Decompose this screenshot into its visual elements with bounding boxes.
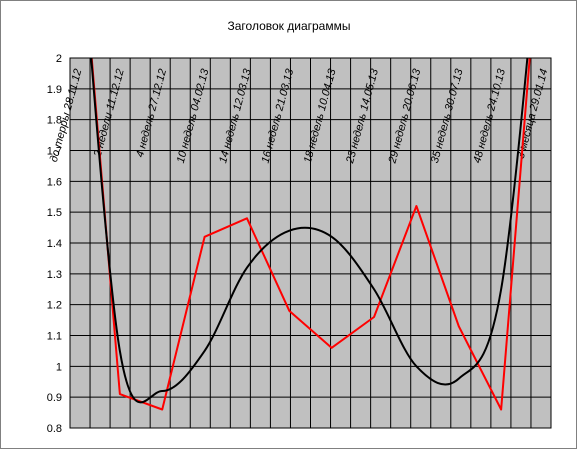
y-tick-label: 1.3 <box>47 269 62 281</box>
y-tick-label: 1.4 <box>47 238 62 250</box>
y-tick-label: 1.7 <box>47 146 62 158</box>
series-lines <box>90 58 531 411</box>
y-tick-label: 2 <box>56 53 62 65</box>
y-axis-tick-labels: 0.8 0.9 1 1.1 1.2 1.3 1.4 1.5 1.6 1.7 1.8 1.9 2 <box>47 53 62 435</box>
chart-title: Заголовок диаграммы <box>228 19 351 33</box>
y-tick-label: 0.8 <box>47 423 62 435</box>
y-tick-label: 1.6 <box>47 176 62 188</box>
plot-border <box>69 57 552 429</box>
y-tick-label: 1.2 <box>47 300 62 312</box>
y-tick-label: 1.8 <box>47 115 62 127</box>
y-tick-label: 1.9 <box>47 84 62 96</box>
grid-lines <box>70 57 551 429</box>
y-tick-label: 1.1 <box>47 331 62 343</box>
y-tick-label: 1.5 <box>47 207 62 219</box>
data-line-series-1 <box>90 58 531 411</box>
y-tick-label: 0.9 <box>47 392 62 404</box>
trend-curve-series-2 <box>90 58 529 404</box>
y-tick-label: 1 <box>56 361 62 373</box>
